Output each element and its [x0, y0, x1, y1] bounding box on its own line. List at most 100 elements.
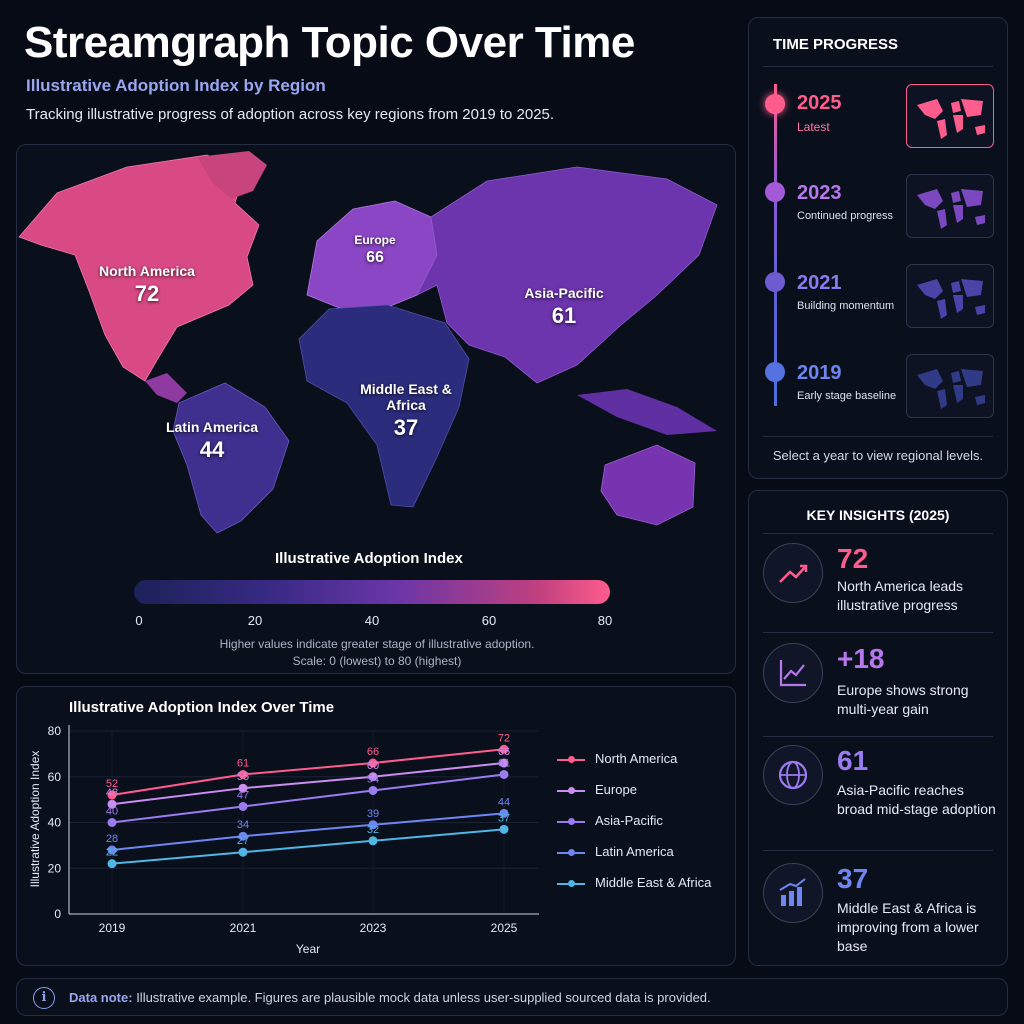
globe-icon [763, 745, 823, 805]
region-label-latin-america: Latin America 44 [147, 419, 277, 463]
data-point[interactable] [107, 790, 117, 800]
timeline-dot-2019[interactable] [765, 362, 785, 382]
year-thumbnail-2021[interactable] [906, 264, 994, 328]
data-point[interactable] [368, 772, 378, 782]
insight-text: Middle East & Africa is improving from a… [837, 900, 979, 954]
scale-tick: 40 [364, 613, 380, 628]
year-thumbnail-2025[interactable] [906, 84, 994, 148]
year-thumbnail-2019[interactable] [906, 354, 994, 418]
scale-tick: 60 [481, 613, 497, 628]
map-se-asia [577, 389, 717, 435]
timeline-year[interactable]: 2023 [797, 182, 842, 204]
legend-item[interactable]: North America [557, 751, 677, 766]
series-line [111, 828, 505, 865]
data-label: 32 [367, 824, 379, 836]
map-central-america [145, 373, 187, 403]
data-label: 48 [106, 787, 118, 799]
legend-label: Middle East & Africa [595, 875, 712, 890]
data-point[interactable] [499, 824, 509, 834]
region-value: 44 [199, 437, 225, 462]
x-tick-label: 2023 [360, 921, 387, 935]
data-label: 72 [498, 732, 510, 744]
series-line [111, 773, 505, 824]
insight-value: 61 [837, 745, 869, 776]
map-asia-pacific[interactable] [416, 166, 718, 384]
mini-map-icon [917, 189, 985, 229]
world-map [18, 151, 718, 534]
scale-tick: 20 [247, 613, 263, 628]
data-point[interactable] [107, 799, 117, 809]
data-label: 27 [237, 835, 249, 847]
data-point[interactable] [107, 859, 117, 869]
scale-note: Scale: 0 (lowest) to 80 (highest) [292, 654, 462, 668]
timeline-caption: Building momentum [797, 300, 895, 312]
key-insights-panel: KEY INSIGHTS (2025) 72 North America lea… [748, 490, 1008, 966]
data-label: 52 [106, 778, 118, 790]
map-greenland [197, 151, 267, 199]
legend-item[interactable]: Middle East & Africa [557, 875, 711, 890]
timeline-year[interactable]: 2025 [797, 92, 842, 114]
data-point[interactable] [107, 845, 117, 855]
y-tick-label: 40 [48, 816, 62, 830]
timeline-caption: Latest [797, 120, 830, 134]
data-point[interactable] [238, 783, 248, 793]
legend-item[interactable]: Latin America [557, 844, 674, 859]
time-progress-panel: TIME PROGRESS 2025 Latest 2023 Continued… [748, 17, 1008, 479]
line-chart-panel: Illustrative Adoption Index Over Time Il… [16, 686, 736, 966]
data-point[interactable] [499, 758, 509, 768]
map-latin-america[interactable] [172, 382, 290, 534]
timeline-caption: Continued progress [797, 210, 894, 222]
divider [763, 736, 993, 737]
data-point[interactable] [238, 847, 248, 857]
legend-item[interactable]: Europe [557, 782, 637, 797]
data-point[interactable] [499, 808, 509, 818]
data-point[interactable] [238, 831, 248, 841]
data-point[interactable] [368, 785, 378, 795]
data-point[interactable] [368, 836, 378, 846]
data-point[interactable] [238, 769, 248, 779]
map-north-america[interactable] [18, 154, 260, 382]
year-thumbnail-2023[interactable] [906, 174, 994, 238]
data-point[interactable] [238, 801, 248, 811]
legend-label: Asia-Pacific [595, 813, 663, 828]
timeline-dot-2025[interactable] [765, 94, 785, 114]
mini-map-icon [917, 279, 985, 319]
mini-map-icon [917, 369, 985, 409]
series-line [111, 762, 505, 806]
region-label-north-america: North America 72 [77, 263, 217, 307]
series-line [111, 748, 505, 797]
data-label: 40 [106, 806, 118, 818]
x-tick-label: 2019 [99, 921, 126, 935]
timeline-dot-2021[interactable] [765, 272, 785, 292]
region-name: Middle East & Africa [360, 381, 452, 413]
region-value: 66 [366, 249, 384, 266]
timeline-dot-2023[interactable] [765, 182, 785, 202]
map-middle-east-africa[interactable] [298, 304, 470, 508]
line-chart: Illustrative Adoption Index Year 0 20 40 60… [28, 724, 539, 956]
timeline-caption: Early stage baseline [797, 390, 897, 402]
legend-label: Latin America [595, 844, 674, 859]
legend-label: North America [595, 751, 678, 766]
data-point[interactable] [368, 758, 378, 768]
series-line [111, 812, 505, 851]
key-insights-title: KEY INSIGHTS (2025) [806, 507, 950, 523]
data-label: 28 [106, 833, 118, 845]
bar-chart-icon [763, 863, 823, 923]
data-label: 37 [498, 812, 510, 824]
legend-item[interactable]: Asia-Pacific [557, 813, 663, 828]
data-point[interactable] [107, 818, 117, 827]
x-axis-label: Year [296, 942, 320, 956]
data-point[interactable] [499, 744, 509, 754]
region-value: 61 [551, 303, 577, 328]
timeline-year[interactable]: 2021 [797, 272, 842, 294]
data-label: 66 [367, 746, 379, 758]
timeline-year[interactable]: 2019 [797, 362, 842, 384]
data-note-text: Data note: Illustrative example. Figures… [69, 990, 711, 1005]
data-point[interactable] [499, 769, 509, 779]
data-point[interactable] [368, 820, 378, 830]
y-tick-label: 80 [48, 724, 62, 738]
data-note-body: Illustrative example. Figures are plausi… [136, 990, 711, 1005]
data-label: 55 [237, 771, 249, 783]
y-tick-label: 20 [48, 861, 62, 875]
divider [763, 632, 993, 633]
